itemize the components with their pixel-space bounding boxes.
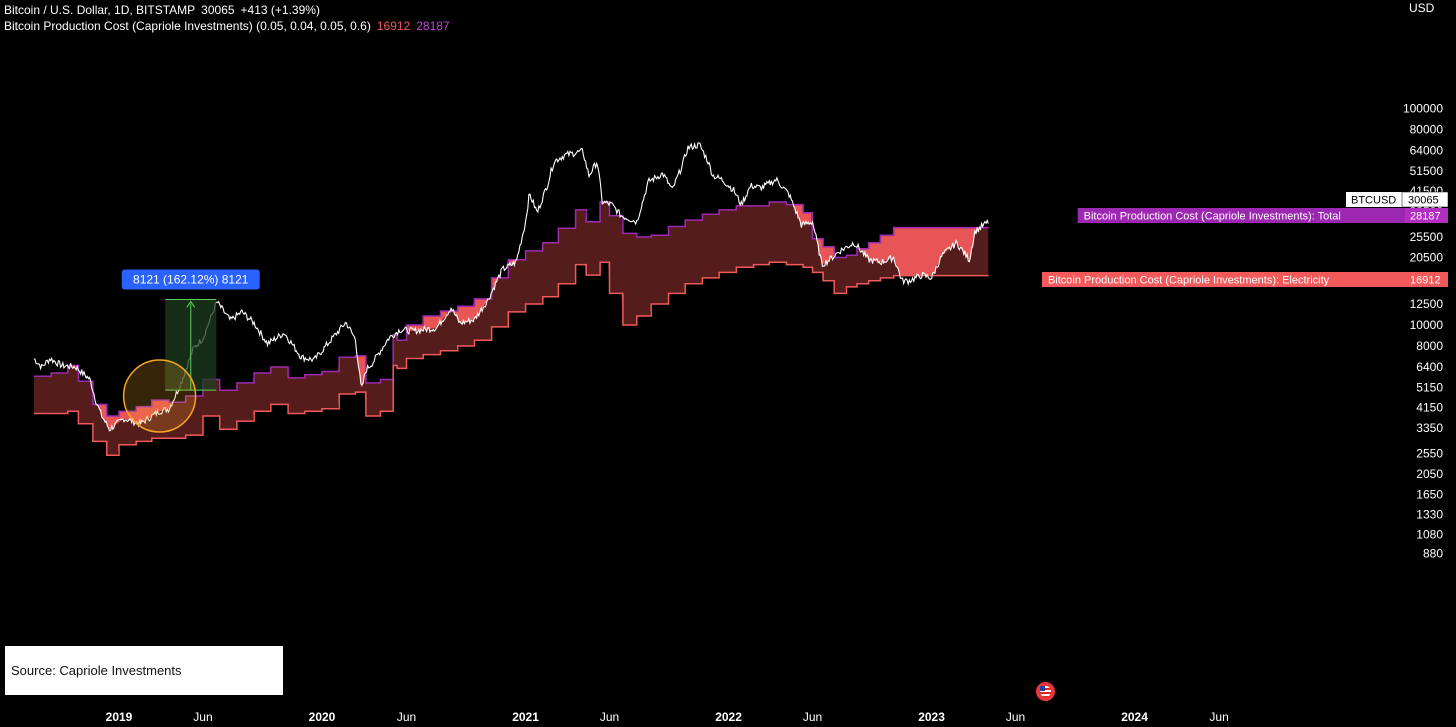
x-tick-label: Jun [1006, 710, 1025, 724]
ticker-tag-group: BTCUSD 30065 [1346, 191, 1449, 208]
y-tick-label: 12500 [1410, 297, 1444, 311]
x-tick-label: 2020 [309, 710, 336, 724]
symbol-header: Bitcoin / U.S. Dollar, 1D, BITSTAMP 30065… [4, 3, 326, 17]
total-cost-value-text: 28187 [1410, 211, 1441, 223]
electricity-cost-line [33, 261, 989, 457]
x-tick-label: Jun [803, 710, 822, 724]
electricity-cost-tag [1041, 272, 1405, 287]
y-tick-label: 25500 [1410, 230, 1444, 244]
total-cost-tag-text: Bitcoin Production Cost (Capriole Invest… [1084, 211, 1341, 223]
y-tick-label: 4150 [1416, 401, 1443, 415]
y-tick-label: 1080 [1416, 527, 1443, 541]
y-tick-label: 64000 [1410, 143, 1444, 157]
y-tick-label: 6400 [1416, 360, 1443, 374]
ticker-tag-text: BTCUSD [1351, 195, 1396, 207]
ticker-tag [1346, 192, 1402, 207]
us-flag-icon[interactable] [1036, 682, 1055, 701]
total-cost-tag [1077, 208, 1405, 223]
x-tick-label: 2022 [715, 710, 742, 724]
indicator-total-value: 28187 [416, 19, 450, 33]
measure-badge-label: 8121 (162.12%) 8121 [133, 272, 249, 286]
y-tick-label: 5150 [1416, 380, 1443, 394]
y-tick-label: 2050 [1416, 467, 1443, 481]
electricity-cost-value [1405, 272, 1448, 287]
indicator-header[interactable]: Bitcoin Production Cost (Capriole Invest… [4, 19, 456, 33]
y-tick-label: 51500 [1410, 164, 1444, 178]
below-cost-fill [793, 204, 812, 225]
y-tick-label: 3350 [1416, 421, 1443, 435]
source-note: Source: Capriole Investments [5, 646, 283, 695]
y-tick-label: 2550 [1416, 446, 1443, 460]
x-tick-label: Jun [600, 710, 619, 724]
y-tick-label: 20500 [1410, 251, 1444, 265]
y-tick-label: 880 [1423, 547, 1443, 561]
indicator-electricity-value: 16912 [376, 19, 411, 33]
symbol-title: Bitcoin / U.S. Dollar, 1D, BITSTAMP [4, 3, 196, 17]
total-cost-tag-group: Bitcoin Production Cost (Capriole Invest… [1077, 208, 1448, 223]
electricity-cost-tag-group: Bitcoin Production Cost (Capriole Invest… [1041, 272, 1448, 287]
y-tick-label: 10000 [1410, 318, 1444, 332]
y-tick-label: 8000 [1416, 339, 1443, 353]
x-tick-label: 2024 [1121, 710, 1148, 724]
y-tick-label: 1330 [1416, 508, 1443, 522]
y-tick-label: 1650 [1416, 487, 1443, 501]
x-tick-label: Jun [193, 710, 212, 724]
measure-badge [121, 269, 260, 290]
ticker-value [1401, 191, 1449, 208]
y-axis-unit: USD [1409, 1, 1435, 15]
y-tick-label: 80000 [1410, 122, 1444, 136]
measure-arrow-head [186, 300, 196, 308]
ticker-value-text: 30065 [1408, 195, 1439, 207]
x-tick-label: Jun [1209, 710, 1228, 724]
symbol-change: +413 (+1.39%) [240, 3, 320, 17]
electricity-cost-value-text: 16912 [1410, 275, 1441, 287]
x-tick-label: 2023 [918, 710, 945, 724]
total-cost-value [1405, 208, 1448, 223]
cost-band-fill [33, 202, 989, 456]
symbol-price: 30065 [201, 3, 235, 17]
highlight-circle [122, 359, 197, 433]
electricity-cost-tag-text: Bitcoin Production Cost (Capriole Invest… [1048, 275, 1330, 287]
below-cost-fill [860, 227, 980, 276]
below-cost-fill [453, 298, 488, 324]
y-tick-label: 100000 [1403, 102, 1443, 116]
indicator-title: Bitcoin Production Cost (Capriole Invest… [4, 19, 371, 33]
x-tick-label: Jun [397, 710, 416, 724]
x-tick-label: 2019 [106, 710, 133, 724]
x-tick-label: 2021 [512, 710, 539, 724]
